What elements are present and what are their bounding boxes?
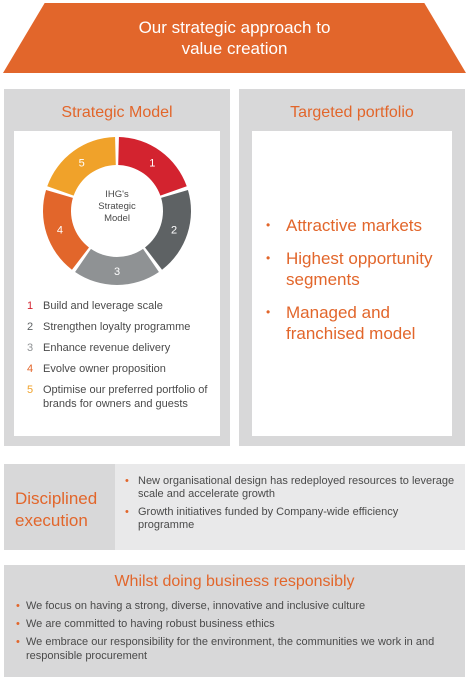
model-item-text: Optimise our preferred portfolio of bran… [43, 384, 208, 410]
portfolio-list: • Attractive markets • Highest opportunity… [264, 215, 444, 356]
targeted-portfolio-card: • Attractive markets • Highest opportunity… [252, 131, 452, 436]
header-title-line1: Our strategic approach to [138, 18, 331, 37]
model-item-4: 4 Evolve owner proposition [27, 362, 217, 376]
model-item-3: 3 Enhance revenue delivery [27, 341, 217, 355]
responsibility-item-text: We are committed to having robust busine… [26, 618, 275, 630]
model-item-2: 2 Strengthen loyalty programme [27, 320, 217, 334]
ring-segment-label-1: 1 [149, 157, 155, 169]
disciplined-execution-card: • New organisational design has redeploye… [115, 464, 465, 550]
targeted-portfolio-title: Targeted portfolio [290, 104, 414, 121]
execution-item-text: Growth initiatives funded by Company-wid… [138, 506, 399, 531]
responsibility-item: • We are committed to having robust busin… [16, 617, 456, 631]
responsibility-item-text: We embrace our responsibility for the en… [26, 636, 435, 662]
execution-item-text: New organisational design has redeployed… [138, 475, 455, 500]
responsibility-panel: Whilst doing business responsibly • We fo… [4, 565, 465, 677]
strategic-model-card: 1 2 3 4 5 IHG's Strategic Model 1 Build and l… [14, 131, 220, 436]
model-item-number: 4 [27, 363, 34, 375]
model-item-number: 2 [27, 321, 34, 333]
model-item-text: Strengthen loyalty programme [43, 321, 191, 333]
model-item-number: 3 [27, 342, 34, 354]
model-item-5: 5 Optimise our preferred portfolio of bra… [27, 383, 217, 411]
disciplined-execution-list: • New organisational design has redeploye… [125, 475, 455, 537]
bullet-icon: • [266, 305, 271, 319]
bullet-icon: • [266, 251, 271, 265]
bullet-icon: • [125, 506, 129, 518]
execution-item: • New organisational design has redeploye… [125, 475, 455, 501]
bullet-icon: • [16, 636, 20, 648]
execution-item: • Growth initiatives funded by Company-wi… [125, 506, 455, 532]
bullet-icon: • [266, 218, 271, 232]
portfolio-item-text: Attractive markets [286, 216, 423, 235]
targeted-portfolio-panel: Targeted portfolio • Attractive markets •… [239, 89, 465, 446]
model-item-text: Build and leverage scale [43, 300, 163, 312]
ring-segment-5 [47, 137, 116, 196]
model-item-number: 1 [27, 300, 34, 312]
ring-segment-1 [118, 137, 187, 196]
strategic-model-title: Strategic Model [61, 104, 173, 121]
header-title-line2: value creation [181, 39, 288, 58]
ring-segment-label-4: 4 [57, 225, 63, 237]
bullet-icon: • [16, 600, 20, 612]
responsibility-item: • We embrace our responsibility for the e… [16, 635, 456, 663]
ring-segment-label-5: 5 [79, 157, 85, 169]
portfolio-item: • Highest opportunity segments [264, 248, 444, 290]
strategic-model-ring: 1 2 3 4 5 IHG's Strategic Model [43, 137, 192, 285]
ring-segment-2 [145, 189, 192, 270]
disciplined-execution-title: Disciplined execution [15, 488, 115, 532]
header-banner: Our strategic approach to value creation [3, 3, 466, 73]
ring-segment-label-2: 2 [171, 225, 177, 237]
responsibility-title: Whilst doing business responsibly [114, 573, 355, 590]
disciplined-execution-title-line1: Disciplined [15, 489, 98, 508]
ring-center-line2: Strategic [98, 201, 136, 212]
ring-center-line3: Model [104, 213, 130, 224]
ring-center-line1: IHG's [105, 189, 129, 200]
ring-segment-4 [43, 189, 89, 270]
portfolio-item-text: Managed and franchised model [286, 303, 416, 343]
responsibility-list: • We focus on having a strong, diverse, i… [16, 599, 456, 667]
responsibility-item-text: We focus on having a strong, diverse, in… [26, 600, 366, 612]
ring-segment-label-3: 3 [114, 266, 120, 278]
bullet-icon: • [125, 475, 129, 487]
model-item-text: Evolve owner proposition [43, 363, 166, 375]
portfolio-item: • Managed and franchised model [264, 302, 444, 344]
bullet-icon: • [16, 618, 20, 630]
responsibility-item: • We focus on having a strong, diverse, i… [16, 599, 456, 613]
disciplined-execution-title-line2: execution [15, 511, 88, 530]
model-item-text: Enhance revenue delivery [43, 342, 171, 354]
model-item-1: 1 Build and leverage scale [27, 299, 217, 313]
strategic-model-list: 1 Build and leverage scale 2 Strengthen lo… [27, 299, 217, 418]
ring-segment-3 [75, 248, 159, 285]
strategic-model-panel: Strategic Model 1 2 3 4 5 IHG's Strategic Mo… [4, 89, 230, 446]
model-item-number: 5 [27, 384, 34, 396]
disciplined-execution-panel: Disciplined execution • New organisationa… [4, 464, 465, 550]
portfolio-item-text: Highest opportunity segments [286, 249, 433, 289]
portfolio-item: • Attractive markets [264, 215, 444, 236]
